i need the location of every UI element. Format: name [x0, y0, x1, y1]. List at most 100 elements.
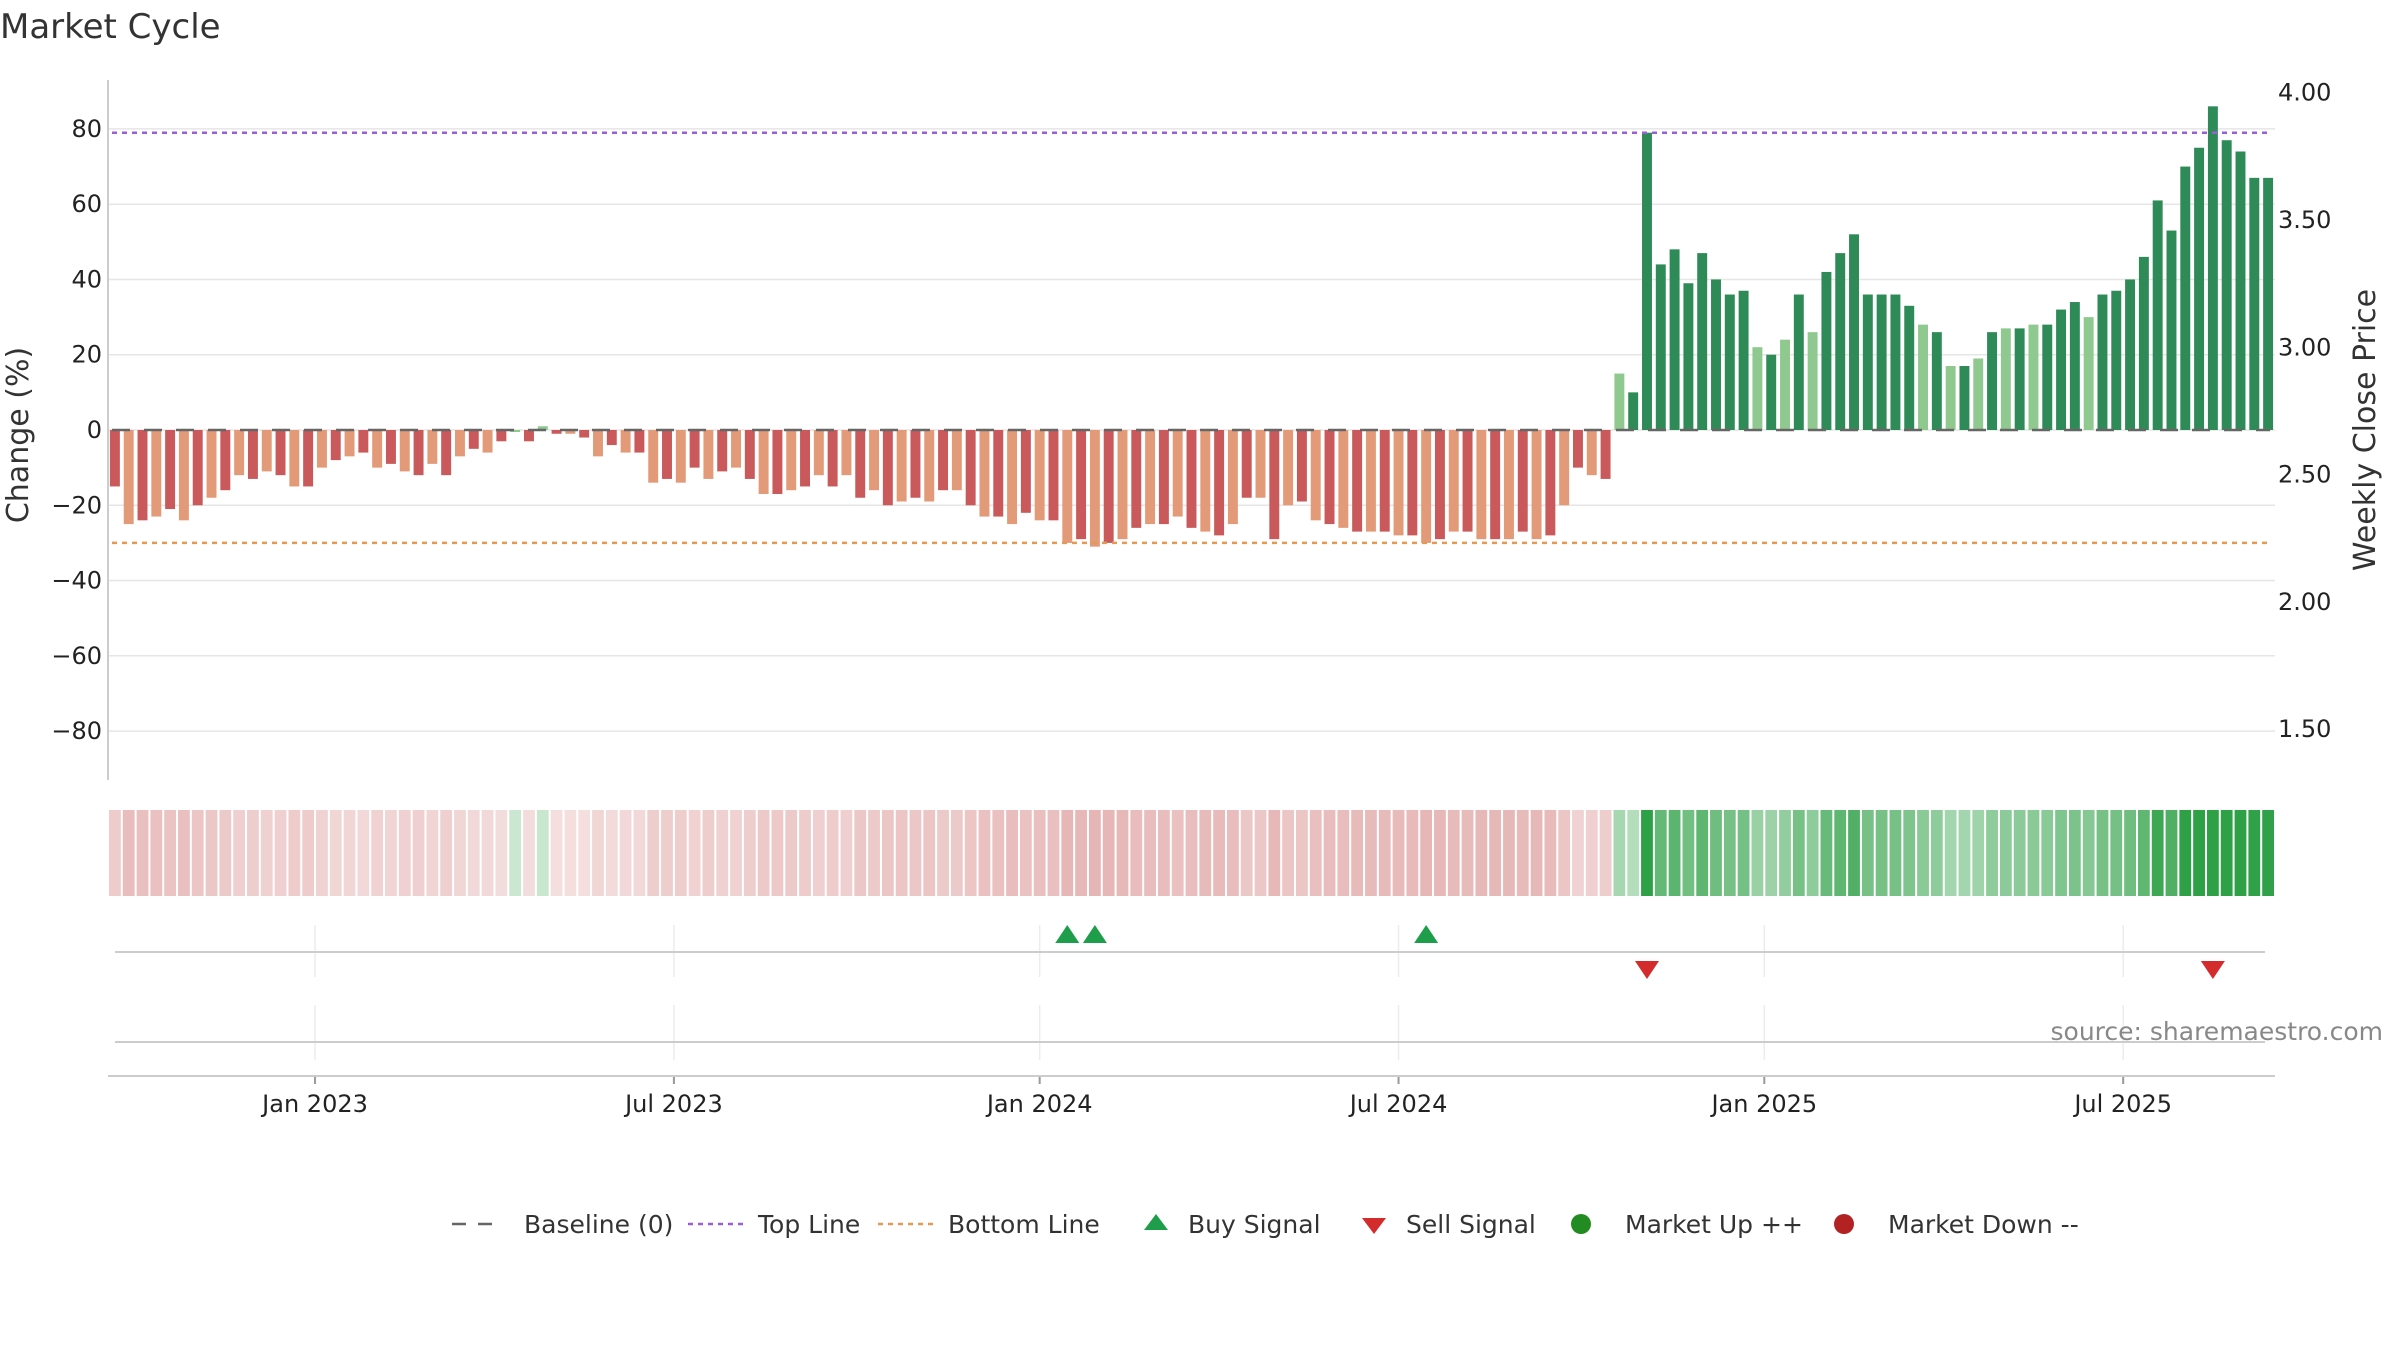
data-bar [1200, 430, 1211, 532]
heat-cell [467, 810, 480, 896]
heat-cell [1889, 810, 1902, 896]
heat-cell [1088, 810, 1101, 896]
data-bar [1020, 430, 1031, 513]
heat-cell [2262, 810, 2274, 896]
heat-cell [412, 810, 425, 896]
data-bar [1145, 430, 1156, 525]
data-bar [2069, 302, 2080, 430]
heat-cell [1130, 810, 1143, 896]
heat-cell [799, 810, 811, 896]
heat-cell [1102, 810, 1115, 896]
legend-label: Sell Signal [1406, 1210, 1536, 1239]
heat-cell [2041, 810, 2054, 896]
heat-cell [1061, 810, 1074, 896]
legend-label: Market Up ++ [1625, 1210, 1803, 1239]
heat-cell [592, 810, 604, 896]
data-bar [109, 430, 120, 487]
data-bar [675, 430, 686, 483]
legend-label: Bottom Line [948, 1210, 1100, 1239]
heat-cell [826, 810, 839, 896]
heat-cell [702, 810, 715, 896]
data-bar [1642, 132, 1652, 430]
data-bar [620, 430, 631, 453]
data-bar [924, 430, 935, 502]
heat-cell [1282, 810, 1295, 896]
heat-cell [771, 810, 784, 896]
data-bar [579, 430, 590, 438]
data-bar [1752, 347, 1763, 430]
data-bar [1862, 294, 1873, 430]
data-bar [1131, 430, 1142, 528]
heat-cell [1157, 810, 1170, 896]
heat-cell [440, 810, 453, 896]
y2-axis-label: Weekly Close Price [2348, 289, 2383, 571]
heat-cell [509, 810, 522, 896]
heat-cell [2013, 810, 2026, 896]
data-bar [1393, 430, 1404, 536]
data-bar [344, 430, 355, 457]
data-bar [1766, 354, 1777, 430]
data-bar [979, 430, 990, 517]
data-bar [1365, 430, 1376, 532]
heat-cell [1461, 810, 1474, 896]
heat-cell [1737, 810, 1750, 896]
data-bar [758, 430, 769, 494]
data-bar [2180, 166, 2191, 430]
data-bar [1241, 430, 1252, 498]
heat-cell [1199, 810, 1212, 896]
heat-cell [1792, 810, 1805, 896]
heat-cell [481, 810, 494, 896]
data-bar [2152, 200, 2163, 430]
y2-tick-label: 2.50 [2278, 461, 2331, 489]
data-bar [744, 430, 755, 479]
x-tick-label: Jan 2023 [260, 1090, 368, 1118]
legend-label: Top Line [757, 1210, 860, 1239]
heat-cell [909, 810, 922, 896]
heat-cell [674, 810, 687, 896]
heat-cell [2151, 810, 2164, 896]
heat-cell [1185, 810, 1198, 896]
data-bar [1614, 373, 1625, 430]
y2-tick-label: 4.00 [2278, 79, 2331, 107]
heat-cell [978, 810, 991, 896]
legend-item: Sell Signal [1362, 1210, 1536, 1239]
heat-cell [1503, 810, 1515, 896]
heat-cell [1558, 810, 1571, 896]
data-bar [772, 430, 783, 494]
data-bar [2125, 279, 2136, 430]
data-bar [2014, 328, 2025, 430]
heat-cell [2137, 810, 2150, 896]
heat-cell [716, 810, 729, 896]
data-bar [247, 430, 258, 479]
x-tick-label: Jul 2023 [623, 1090, 723, 1118]
heat-cell [1489, 810, 1502, 896]
heat-cell [1378, 810, 1391, 896]
data-bar [261, 430, 272, 472]
heat-strip [109, 810, 2274, 896]
heat-cell [1834, 810, 1847, 896]
y-tick-label: −80 [51, 717, 102, 745]
data-bar [634, 430, 645, 453]
data-bar [910, 430, 921, 498]
y-tick-label: 20 [71, 341, 102, 369]
data-bar [2249, 177, 2260, 430]
x-tick-label: Jan 2025 [1709, 1090, 1817, 1118]
data-bar [372, 430, 383, 468]
heat-cell [1006, 810, 1018, 896]
buy-signal-marker [1082, 925, 1107, 943]
heat-cell [1516, 810, 1529, 896]
data-bar [2083, 317, 2094, 430]
data-bar [703, 430, 714, 479]
heat-cell [1654, 810, 1667, 896]
data-bar [1545, 430, 1556, 536]
data-bar [524, 430, 534, 442]
data-bar [1849, 234, 1859, 430]
data-bar [565, 430, 576, 434]
data-bar [2056, 309, 2067, 430]
heat-cell [1171, 810, 1184, 896]
heat-cell [1268, 810, 1281, 896]
data-bar [1407, 430, 1418, 536]
axes: 80 60 40 20 0 −20 −40 −60 −80 4.00 3.50 3.00 2.50 2.0… [51, 79, 2331, 1118]
heat-cell [785, 810, 798, 896]
